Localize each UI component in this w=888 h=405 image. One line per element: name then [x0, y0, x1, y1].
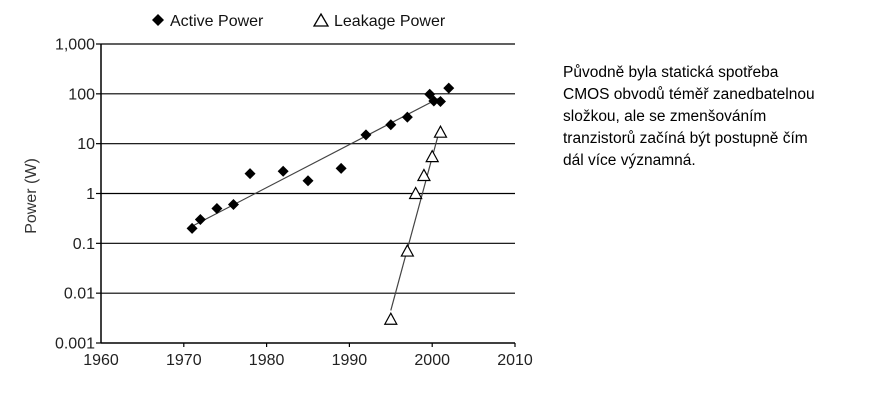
leakage-power-point: [416, 168, 431, 182]
y-axis-label: Power (W): [23, 158, 40, 234]
x-tick-label: 1980: [249, 352, 285, 369]
active-power-point: [186, 222, 198, 234]
legend: Active Power Leakage Power: [152, 12, 446, 30]
active-power-point: [401, 111, 413, 123]
active-power-point: [434, 96, 446, 108]
active-power-point: [335, 162, 347, 174]
legend-label-active-power: Active Power: [170, 13, 264, 30]
chart: Active Power Leakage Power Power (W) 0.0…: [23, 12, 533, 369]
y-tick-label: 1: [86, 186, 95, 203]
leakage-power-point: [425, 149, 440, 163]
y-tick-label: 0.001: [55, 336, 95, 353]
side-note-line: dál více významná.: [563, 152, 696, 169]
x-tick-label: 2010: [497, 352, 533, 369]
x-tick-label: 2000: [414, 352, 450, 369]
y-tick-label: 10: [77, 136, 95, 153]
leakage-power-point: [400, 243, 415, 257]
gridlines: [101, 43, 515, 344]
side-note-line: CMOS obvodů téměř zanedbatelnou: [563, 86, 815, 103]
side-note-line: Původně byla statická spotřeba: [563, 64, 779, 81]
leakage-power-point: [383, 311, 398, 325]
active-power-point: [194, 214, 206, 226]
active-power-point: [428, 95, 440, 107]
active-power-point: [277, 165, 289, 177]
side-note: Původně byla statická spotřeba CMOS obvo…: [563, 62, 873, 172]
y-tick-label: 0.1: [73, 236, 95, 253]
y-tick-label: 0.01: [64, 286, 95, 303]
side-note-line: složkou, ale se zmenšováním: [563, 108, 767, 125]
data-markers: [186, 82, 455, 325]
active-power-point: [227, 199, 239, 211]
legend-label-leakage-power: Leakage Power: [334, 13, 446, 30]
legend-marker-active-power: [152, 14, 164, 26]
x-tick-label: 1990: [332, 352, 368, 369]
active-power-point: [244, 168, 256, 180]
y-tick-label: 1,000: [55, 37, 95, 54]
side-note-line: tranzistorů začíná být postupně čím: [563, 130, 808, 147]
active-power-point: [443, 82, 455, 94]
y-tick-labels: 0.001 0.01 0.1 1 10 100 1,000: [55, 37, 101, 353]
leakage-power-point: [433, 124, 448, 138]
x-tick-labels: 1960 1970 1980 1990 2000 2010: [83, 343, 533, 369]
active-power-point: [385, 119, 397, 131]
legend-marker-leakage-power: [312, 12, 330, 27]
leakage-power-point: [408, 186, 423, 200]
active-power-point: [302, 175, 314, 187]
active-power-point: [360, 129, 372, 141]
active-power-point: [211, 203, 223, 215]
x-tick-label: 1970: [166, 352, 202, 369]
x-tick-label: 1960: [83, 352, 119, 369]
y-tick-label: 100: [68, 86, 95, 103]
